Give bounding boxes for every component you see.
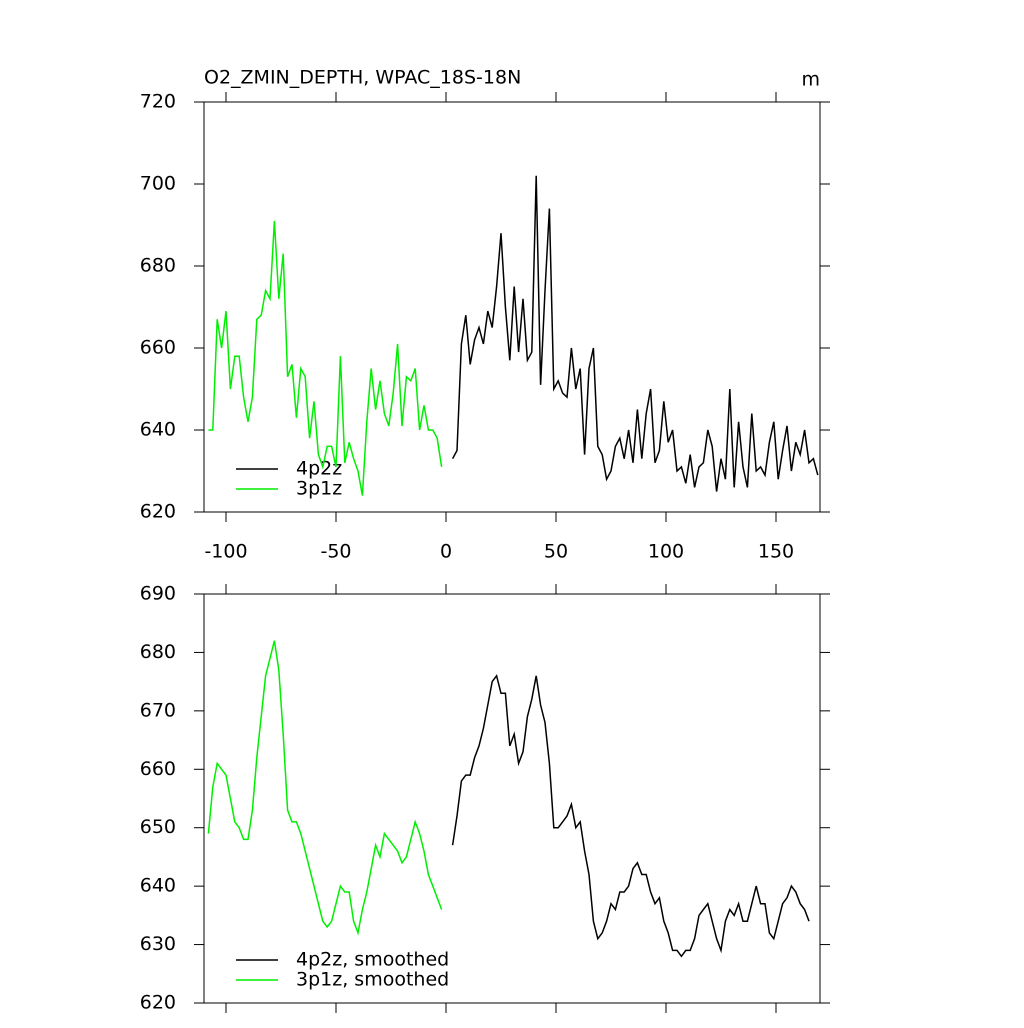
x-tick-label: -100 [204, 541, 247, 563]
legend-label: 4p2z [296, 458, 342, 480]
y-tick-label: 640 [140, 875, 176, 897]
data-line [207, 640, 443, 936]
data-line [451, 674, 810, 958]
y-tick-label: 640 [140, 419, 176, 441]
y-tick-label: 660 [140, 758, 176, 780]
legend-label: 4p2z, smoothed [296, 949, 449, 971]
y-tick-label: 720 [140, 91, 176, 113]
y-tick-label: 620 [140, 992, 176, 1014]
x-tick-label: 150 [758, 541, 794, 563]
y-tick-label: 680 [140, 641, 176, 663]
y-tick-label: 680 [140, 255, 176, 277]
plot-frame [203, 593, 821, 1004]
legend-label: 3p1z, smoothed [296, 969, 449, 991]
y-tick-label: 620 [140, 501, 176, 523]
x-tick-label: -50 [320, 541, 351, 563]
y-tick-label: 660 [140, 337, 176, 359]
units-label: m [801, 69, 820, 91]
y-tick-label: 650 [140, 816, 176, 838]
x-tick-label: 50 [544, 541, 568, 563]
x-tick-label: 100 [648, 541, 684, 563]
data-line [451, 175, 819, 492]
chart-title: O2_ZMIN_DEPTH, WPAC_18S-18N [204, 67, 521, 89]
y-tick-label: 700 [140, 173, 176, 195]
y-tick-label: 630 [140, 933, 176, 955]
legend-label: 3p1z [296, 478, 342, 500]
data-line [208, 220, 443, 496]
y-tick-label: 670 [140, 699, 176, 721]
y-tick-label: 690 [140, 583, 176, 605]
x-tick-label: 0 [440, 541, 452, 563]
plot-frame [203, 101, 821, 513]
